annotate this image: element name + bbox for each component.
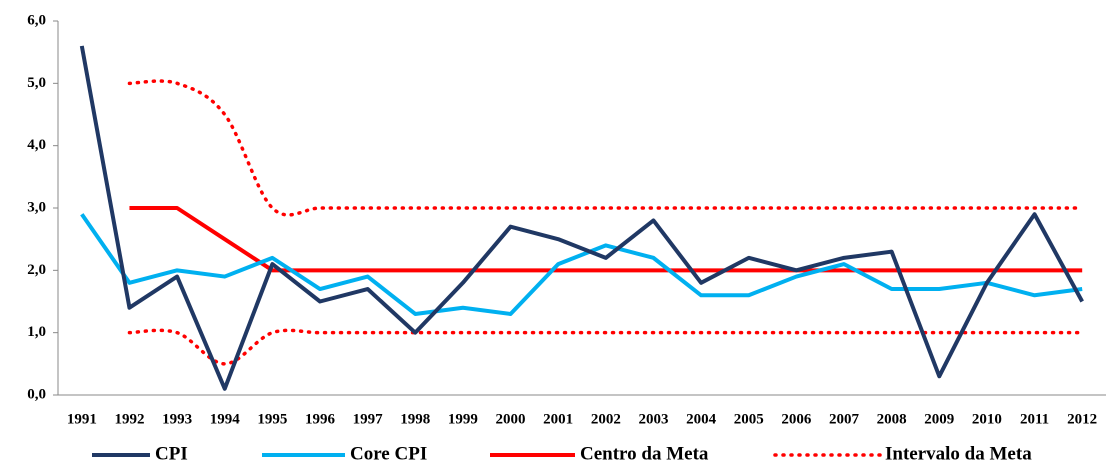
x-tick-label: 1992	[114, 411, 144, 427]
x-tick-label: 1999	[448, 411, 478, 427]
series-line	[79, 45, 1084, 391]
x-tick-label: 2011	[1020, 411, 1049, 427]
y-tick-label: 0,0	[27, 386, 46, 402]
legend-label: Intervalo da Meta	[885, 443, 1032, 464]
x-tick-label: 2009	[924, 411, 954, 427]
x-tick-label: 1997	[353, 411, 384, 427]
legend-label: CPI	[155, 443, 188, 464]
series-line	[127, 328, 1084, 366]
x-tick-label: 2003	[638, 411, 668, 427]
x-tick-label: 1995	[257, 411, 287, 427]
x-tick-label: 2006	[781, 411, 812, 427]
x-tick-label: 1998	[400, 411, 430, 427]
x-tick-label: 1994	[210, 411, 241, 427]
x-tick-label: 2002	[591, 411, 621, 427]
y-tick-label: 1,0	[27, 324, 46, 340]
x-tick-label: 2012	[1067, 411, 1097, 427]
x-tick-label: 2004	[686, 411, 717, 427]
x-tick-label: 1993	[162, 411, 192, 427]
x-tick-label: 2001	[543, 411, 573, 427]
y-tick-label: 4,0	[27, 137, 46, 153]
legend-label: Core CPI	[350, 443, 427, 464]
y-tick-label: 5,0	[27, 75, 46, 91]
series-line	[127, 79, 1084, 217]
series-line	[80, 213, 1083, 316]
x-tick-label: 1991	[67, 411, 97, 427]
series-line	[129, 206, 1083, 273]
y-tick-label: 3,0	[27, 199, 46, 215]
x-tick-label: 2000	[496, 411, 526, 427]
x-tick-label: 2005	[734, 411, 764, 427]
legend-label: Centro da Meta	[580, 443, 709, 464]
x-tick-label: 2010	[972, 411, 1002, 427]
y-tick-label: 2,0	[27, 262, 46, 278]
x-tick-label: 2007	[829, 411, 860, 427]
y-tick-label: 6,0	[27, 12, 46, 28]
x-tick-label: 1996	[305, 411, 336, 427]
x-tick-label: 2008	[877, 411, 907, 427]
